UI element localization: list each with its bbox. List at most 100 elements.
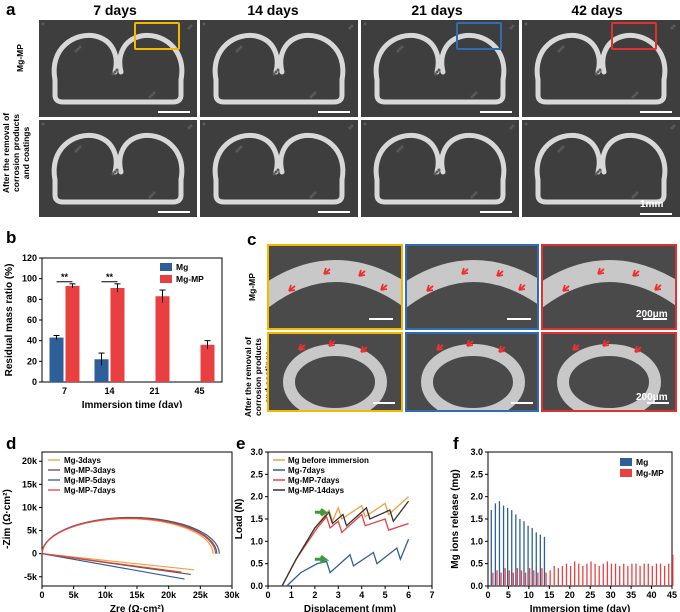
y-tick-label: 2.0 xyxy=(250,492,263,502)
surface-speck xyxy=(115,68,119,72)
green-arrow-icon xyxy=(314,555,330,564)
bar xyxy=(65,285,80,382)
bar xyxy=(200,344,215,382)
legend-label: Mg-MP-7days xyxy=(288,476,340,485)
stent-strut xyxy=(117,32,185,83)
panel-d-label: d xyxy=(6,434,17,453)
sem-c-yellow-top xyxy=(267,244,403,330)
surface-speck xyxy=(41,122,45,126)
surface-speck xyxy=(276,168,280,172)
sem-a-42d-coated xyxy=(522,20,680,117)
y-tick-label: 0.0 xyxy=(470,581,483,591)
x-tick-label: 20 xyxy=(565,590,575,600)
x-tick-label: 40 xyxy=(647,590,657,600)
scale-text-200um-top: 200μm xyxy=(636,309,668,320)
y-tick-label: 1.0 xyxy=(250,536,263,546)
stent-strut xyxy=(373,32,507,105)
scale-bar xyxy=(640,111,672,113)
legend-label: Mg-MP-7days xyxy=(64,486,116,495)
stent-strut xyxy=(212,132,346,205)
y-tick-label: 80 xyxy=(27,294,37,304)
red-arrow xyxy=(572,343,580,351)
y-tick-label: 10k xyxy=(22,502,38,512)
sem-c-blue-bottom xyxy=(405,332,539,412)
surface-speck xyxy=(313,91,317,95)
strut-surface xyxy=(543,260,675,308)
stent-strut xyxy=(534,132,602,183)
y-tick-label: 100 xyxy=(22,274,37,284)
panel-a-row1-label: Mg-MP xyxy=(15,44,25,72)
chart-mg-ion-release: 0 5 10 15 20 25 30 35 40 45 0.0 0.5 1.0 1.5 2.0 2.5 3.0 M… xyxy=(450,447,677,612)
surface-speck xyxy=(148,95,152,99)
y-tick-label: 0 xyxy=(32,377,37,387)
surface-speck xyxy=(437,168,441,172)
surface-speck xyxy=(435,70,439,74)
surface-speck xyxy=(557,149,561,153)
surface-speck xyxy=(524,122,528,126)
surface-speck xyxy=(202,122,206,126)
x-axis-label: Displacement (mm) xyxy=(304,604,396,612)
scale-bar xyxy=(158,211,190,213)
series-line xyxy=(281,513,409,587)
surface-speck xyxy=(113,70,117,74)
red-arrow xyxy=(634,345,642,353)
red-arrow xyxy=(328,339,336,347)
red-arrow xyxy=(461,267,469,275)
x-tick-label: 25 xyxy=(585,590,595,600)
y-tick-label: 3.0 xyxy=(250,447,263,457)
surface-speck xyxy=(559,147,563,151)
surface-speck xyxy=(670,26,674,30)
surface-speck xyxy=(348,126,352,130)
surface-speck xyxy=(398,147,402,151)
surface-speck xyxy=(631,195,635,199)
x-tick-label: 0 xyxy=(485,590,490,600)
sem-a-14d-coated xyxy=(200,20,358,117)
surface-speck xyxy=(635,91,639,95)
surface-speck xyxy=(559,47,563,51)
day-label-7: 7 days xyxy=(93,2,137,18)
surface-speck xyxy=(150,93,154,97)
panel-a-label: a xyxy=(6,0,16,19)
stent-strut xyxy=(51,32,119,83)
scale-bar xyxy=(507,318,531,320)
surface-speck xyxy=(672,124,676,128)
series-line xyxy=(281,500,410,587)
panel-e-label: e xyxy=(236,434,246,453)
y-tick-label: 0 xyxy=(32,549,37,559)
scale-bar xyxy=(643,318,667,320)
legend-swatch xyxy=(620,469,632,477)
strut-ring xyxy=(557,344,661,410)
surface-speck xyxy=(74,49,78,53)
surface-speck xyxy=(202,22,206,26)
stent-strut xyxy=(212,32,346,105)
surface-speck xyxy=(363,22,367,26)
surface-speck xyxy=(396,149,400,153)
surface-speck xyxy=(470,95,474,99)
stent-strut xyxy=(373,132,507,205)
surface-speck xyxy=(400,145,404,149)
surface-speck xyxy=(470,195,474,199)
sem-a-21d-coated xyxy=(361,20,519,117)
surface-speck xyxy=(276,68,280,72)
x-tick-label: 5 xyxy=(506,590,511,600)
legend-label: Mg-MP-3days xyxy=(64,466,116,475)
y-tick-label: 2.0 xyxy=(470,492,483,502)
x-tick-label: 20k xyxy=(161,590,177,600)
surface-speck xyxy=(148,195,152,199)
panel-c-label: c xyxy=(247,230,257,249)
chart-residual-mass: 0 20 40 60 80 100 120 7 14 21 45 ** ** Mg Mg-MP Immersi… xyxy=(4,253,223,408)
x-axis-label: Immersion time (day) xyxy=(530,604,631,612)
panel-c-row1-label: Mg-MP xyxy=(247,273,257,301)
legend-swatch xyxy=(160,275,172,283)
surface-speck xyxy=(78,145,82,149)
series-line xyxy=(41,517,217,573)
surface-speck xyxy=(239,145,243,149)
stent-strut xyxy=(600,132,668,183)
legend-label: Mg-MP-14days xyxy=(288,486,345,495)
surface-speck xyxy=(594,72,598,76)
legend-swatch xyxy=(620,458,632,466)
x-axis-label: Immersion time (day) xyxy=(82,400,183,408)
x-tick-label: 15 xyxy=(544,590,554,600)
y-axis-label: Residual mass ratio (%) xyxy=(4,264,15,377)
